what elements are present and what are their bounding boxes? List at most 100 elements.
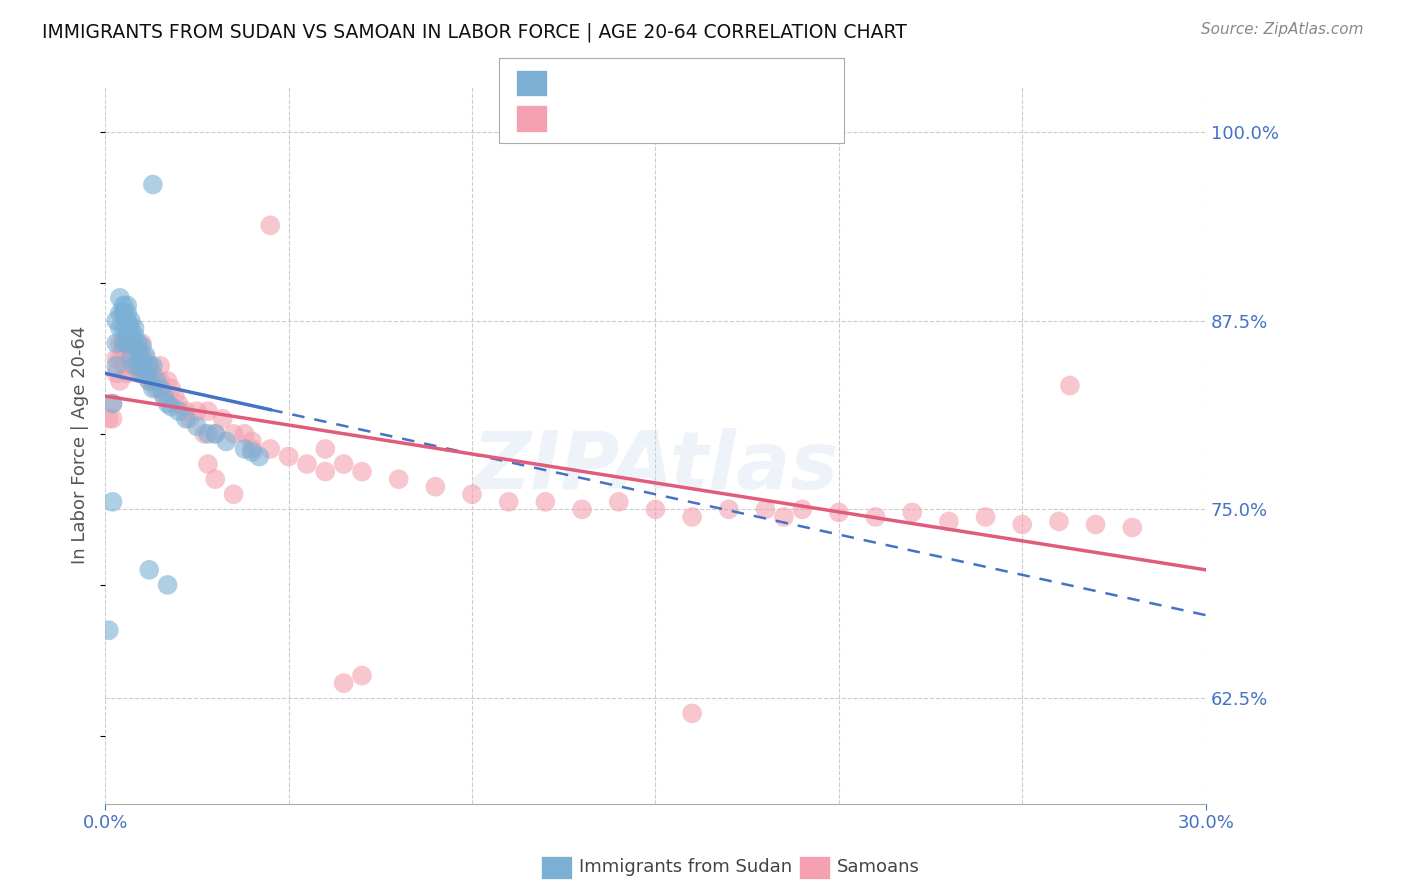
- Point: [247, 450, 270, 464]
- Point: [131, 339, 153, 353]
- Point: [828, 505, 851, 519]
- Point: [295, 457, 318, 471]
- Point: [142, 178, 165, 192]
- Point: [120, 328, 142, 343]
- Point: [156, 396, 179, 410]
- Point: [1047, 515, 1070, 529]
- Point: [211, 411, 233, 425]
- Point: [115, 313, 138, 327]
- Point: [112, 306, 135, 320]
- Point: [240, 434, 263, 449]
- Point: [1011, 517, 1033, 532]
- Text: R =: R =: [558, 71, 598, 89]
- Point: [153, 389, 176, 403]
- Point: [865, 510, 887, 524]
- Text: 87: 87: [737, 107, 762, 125]
- Point: [197, 426, 219, 441]
- Point: [233, 442, 256, 456]
- Point: [120, 351, 142, 366]
- Point: [127, 367, 149, 381]
- Point: [277, 450, 299, 464]
- Point: [233, 426, 256, 441]
- Point: [681, 706, 703, 721]
- Point: [112, 298, 135, 312]
- Point: [901, 505, 924, 519]
- Point: [174, 404, 197, 418]
- Point: [115, 298, 138, 312]
- Point: [498, 495, 520, 509]
- Point: [97, 411, 120, 425]
- Point: [142, 382, 165, 396]
- Point: [135, 348, 157, 362]
- Text: N =: N =: [692, 71, 731, 89]
- Point: [138, 374, 160, 388]
- Point: [204, 426, 226, 441]
- Point: [1059, 378, 1081, 392]
- Point: [240, 445, 263, 459]
- Point: [101, 495, 124, 509]
- Point: [112, 321, 135, 335]
- Point: [120, 359, 142, 373]
- Text: Immigrants from Sudan: Immigrants from Sudan: [579, 858, 793, 876]
- Point: [142, 359, 165, 373]
- Point: [792, 502, 814, 516]
- Point: [108, 351, 131, 366]
- Point: [120, 313, 142, 327]
- Text: -0.230: -0.230: [603, 71, 668, 89]
- Point: [135, 351, 157, 366]
- Point: [105, 367, 128, 381]
- Point: [120, 343, 142, 358]
- Text: IMMIGRANTS FROM SUDAN VS SAMOAN IN LABOR FORCE | AGE 20-64 CORRELATION CHART: IMMIGRANTS FROM SUDAN VS SAMOAN IN LABOR…: [42, 22, 907, 42]
- Point: [332, 676, 354, 690]
- Point: [142, 374, 165, 388]
- Point: [240, 442, 263, 456]
- Point: [127, 336, 149, 351]
- Point: [156, 374, 179, 388]
- Point: [120, 321, 142, 335]
- Point: [193, 426, 215, 441]
- Point: [120, 336, 142, 351]
- Point: [138, 359, 160, 373]
- Point: [131, 336, 153, 351]
- Point: [101, 396, 124, 410]
- Text: Samoans: Samoans: [837, 858, 920, 876]
- Text: N =: N =: [692, 107, 731, 125]
- Point: [163, 389, 186, 403]
- Point: [167, 396, 190, 410]
- Point: [1084, 517, 1107, 532]
- Point: [138, 563, 160, 577]
- Point: [772, 510, 794, 524]
- Point: [115, 321, 138, 335]
- Point: [350, 668, 373, 682]
- Point: [332, 457, 354, 471]
- Point: [108, 336, 131, 351]
- Point: [108, 306, 131, 320]
- Point: [607, 495, 630, 509]
- Point: [124, 328, 146, 343]
- Text: 58: 58: [737, 71, 762, 89]
- Point: [571, 502, 593, 516]
- Point: [1121, 520, 1143, 534]
- Point: [127, 343, 149, 358]
- Point: [120, 336, 142, 351]
- Point: [259, 442, 281, 456]
- Point: [101, 411, 124, 425]
- Point: [314, 465, 336, 479]
- Point: [145, 382, 167, 396]
- Point: [112, 336, 135, 351]
- Point: [204, 426, 226, 441]
- Point: [153, 389, 176, 403]
- Point: [174, 411, 197, 425]
- Point: [259, 219, 281, 233]
- Point: [149, 382, 172, 396]
- Point: [101, 396, 124, 410]
- Point: [115, 367, 138, 381]
- Point: [222, 487, 245, 501]
- Point: [215, 434, 238, 449]
- Point: [124, 359, 146, 373]
- Point: [681, 510, 703, 524]
- Point: [108, 321, 131, 335]
- Point: [112, 306, 135, 320]
- Point: [138, 374, 160, 388]
- Point: [115, 336, 138, 351]
